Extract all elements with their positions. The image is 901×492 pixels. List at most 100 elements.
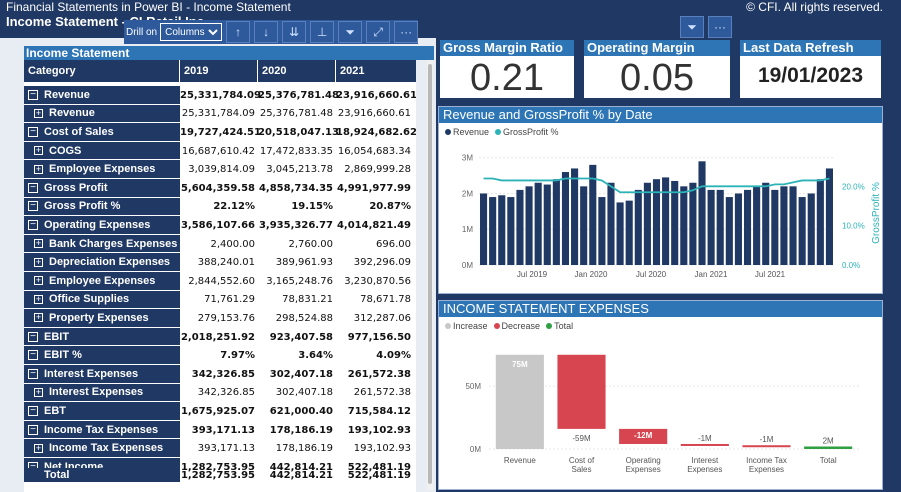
kpi-title: Gross Margin Ratio [440,40,574,56]
collapse-icon[interactable]: − [28,424,38,435]
collapse-icon[interactable]: − [28,405,38,416]
more-options-icon[interactable]: ··· [394,21,419,43]
data-label: -59M [572,434,591,443]
col-category[interactable]: Category [24,60,180,82]
row-label: − EBIT % [24,346,180,365]
more-options-icon[interactable]: ··· [708,16,732,38]
total-value: 1,282,753.95 [180,469,255,481]
cell-value: 25,331,784.09 [180,89,261,101]
expand-icon[interactable]: + [34,293,43,304]
waterfall-bar [495,354,544,449]
report-title: Financial Statements in Power BI - Incom… [6,0,291,14]
expand-hierarchy-icon[interactable]: ⊥ [310,21,335,43]
revenue-bar [516,189,524,265]
expand-icon[interactable]: + [34,312,43,323]
collapse-icon[interactable]: − [28,182,38,193]
collapse-icon[interactable]: − [28,331,38,342]
collapse-icon[interactable]: − [28,126,38,137]
expand-icon[interactable]: + [34,107,43,118]
y-tick-label: 3M [462,154,473,163]
waterfall-bar [619,428,668,444]
cell-value: 4.09% [376,350,411,362]
scroll-thumb[interactable] [428,64,432,484]
revenue-bar [616,202,624,265]
copyright-text: © CFI. All rights reserved. [746,0,883,14]
row-label: − EBIT [24,327,180,347]
revenue-bar [480,193,488,265]
expand-icon[interactable]: + [34,256,43,267]
row-label-text: Office Supplies [49,293,130,306]
x-tick-label: Jul 2021 [755,270,786,279]
collapse-icon[interactable]: − [28,219,38,230]
collapse-icon[interactable]: − [28,89,38,100]
category-label: Operating Expenses [626,456,661,474]
drill-up-icon[interactable]: ↑ [226,21,251,43]
revenue-bar [607,182,615,265]
cell-value: 7.97% [220,350,255,362]
category-label: Total [820,456,837,465]
drill-down-icon[interactable]: ↓ [254,21,279,43]
revenue-bar [507,197,515,265]
cell-value: 4,991,977.99 [336,182,411,194]
filter-icon[interactable]: ⏷ [680,16,704,38]
expand-icon[interactable]: + [34,163,43,174]
drill-toolbar: Drill on Columns ↑ ↓ ⇊ ⊥ ⏷ ⤢ ··· [124,20,419,44]
table-row: − Cost of Sales 19,727,424.51 20,518,047.13… [24,123,416,142]
collapse-icon[interactable]: − [28,368,38,379]
revenue-bar [825,168,833,265]
y2-tick-label: 10.0% [842,222,865,231]
col-2020[interactable]: 2020 [258,60,336,82]
cell-value: 3,586,107.66 [180,219,255,231]
income-statement-matrix: Category 2019 2020 2021 − Revenue 25,331,7… [24,60,416,492]
col-2021[interactable]: 2021 [340,65,365,77]
category-label: Interest Expenses [687,456,722,474]
legend-gp: GrossProfit % [503,127,559,137]
waterfall-chart: 0M 50M 75M Revenue -59M Cost of Sales -12M Opera… [465,354,859,474]
row-label-text: Bank Charges Expenses [49,237,178,250]
row-label: − Gross Profit % [24,197,180,217]
matrix-scrollbar[interactable] [427,60,433,490]
chart-title: Revenue and GrossProfit % by Date [439,107,882,123]
row-label: − Income Tax Expenses [24,420,180,440]
cell-value: 2,760.00 [288,238,333,250]
collapse-icon[interactable]: − [28,350,38,361]
legend-decrease: Decrease [501,321,541,331]
expand-icon[interactable]: + [34,275,43,286]
expand-icon[interactable]: + [34,386,43,397]
expand-icon[interactable]: + [34,442,43,453]
row-label-text: Interest Expenses [44,367,139,380]
row-label-text: Cost of Sales [44,125,114,138]
revenue-bar [543,184,551,265]
table-row: + Depreciation Expenses 388,240.01 389,961.… [24,253,416,272]
cell-value: 16,054,683.34 [337,145,411,157]
cell-value: 261,572.38 [347,368,411,380]
legend-dot [445,323,451,329]
drill-select[interactable]: Columns [160,23,223,41]
revenue-bar [662,177,670,265]
revenue-bar [743,189,752,265]
cell-value: 3,039,814.09 [188,164,255,176]
category-label: Cost of Sales [569,456,595,474]
revenue-bar [598,197,606,265]
kpi-value: 0.05 [620,57,694,99]
cell-value: 1,282,753.95 [180,461,255,473]
table-row: − Operating Expenses 3,586,107.66 3,935,326… [24,216,416,235]
collapse-icon[interactable]: − [28,201,38,212]
row-label-text: Gross Profit [44,181,108,194]
revenue-bar [771,189,779,265]
focus-mode-icon[interactable]: ⤢ [366,21,391,43]
row-label-text: Revenue [49,107,95,120]
expand-icon[interactable]: + [34,145,43,156]
col-2019[interactable]: 2019 [180,60,258,82]
revenue-bar [671,180,679,265]
expand-next-level-icon[interactable]: ⇊ [282,21,307,43]
row-label-text: EBIT [44,330,70,343]
table-row: − Gross Profit 5,604,359.58 4,858,734.35 4,9… [24,179,416,198]
filter-icon[interactable]: ⏷ [338,21,363,43]
expand-icon[interactable]: + [34,238,43,249]
cell-value: 5,604,359.58 [180,182,255,194]
legend-revenue: Revenue [453,127,490,137]
table-row: + Employee Expenses 3,039,814.09 3,045,213.… [24,160,416,179]
data-label: 75M [512,360,528,369]
row-label-text: COGS [49,144,82,157]
